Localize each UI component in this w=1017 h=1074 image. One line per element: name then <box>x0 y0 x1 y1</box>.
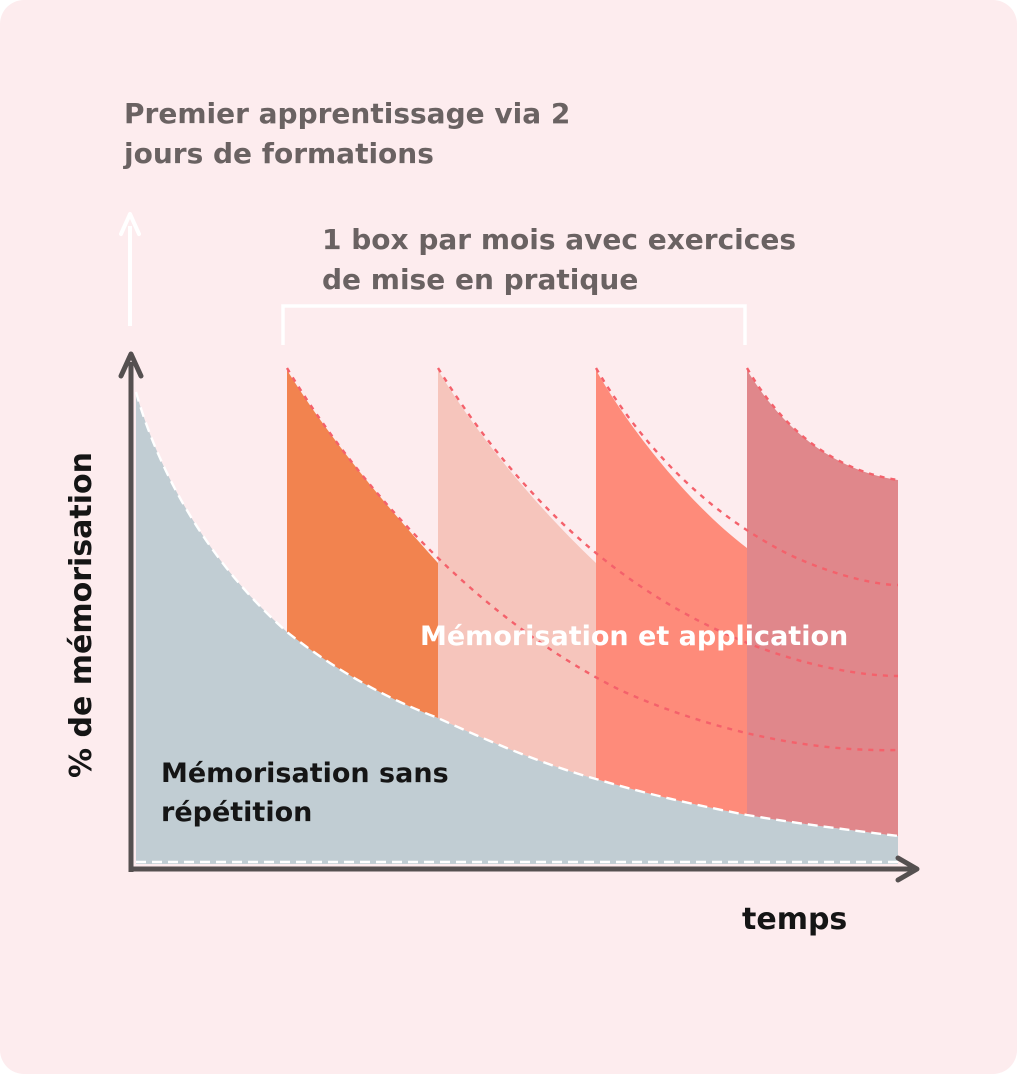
box-area-3 <box>596 370 747 815</box>
y-axis <box>118 351 144 872</box>
arrow-up-icon <box>118 351 144 379</box>
first-learning-note: Premier apprentissage via 2 jours de for… <box>124 97 571 170</box>
base-curve-outline <box>134 391 899 838</box>
box-area-1 <box>287 370 438 718</box>
box-area-2 <box>438 370 596 779</box>
decay-curves-group <box>285 367 899 752</box>
monthly-box-note: 1 box par mois avec exercices de mise en… <box>322 223 797 296</box>
decay-curve-3 <box>594 367 899 587</box>
application-area-label: Mémorisation et application <box>420 621 849 652</box>
area-memorisation-sans-repetition <box>136 392 898 864</box>
monthly-box-bracket <box>281 304 747 345</box>
x-axis <box>129 855 920 883</box>
decay-curve-2 <box>436 367 899 678</box>
box-area-4 <box>747 370 898 836</box>
decay-curve-4 <box>745 367 899 482</box>
x-axis-label: temps <box>742 902 848 937</box>
y-axis-label: % de mémorisation <box>64 451 99 779</box>
no-repetition-area-label: Mémorisation sans répétition <box>161 758 449 828</box>
first-learning-arrow-icon <box>119 212 141 326</box>
arrow-right-icon <box>895 855 920 883</box>
